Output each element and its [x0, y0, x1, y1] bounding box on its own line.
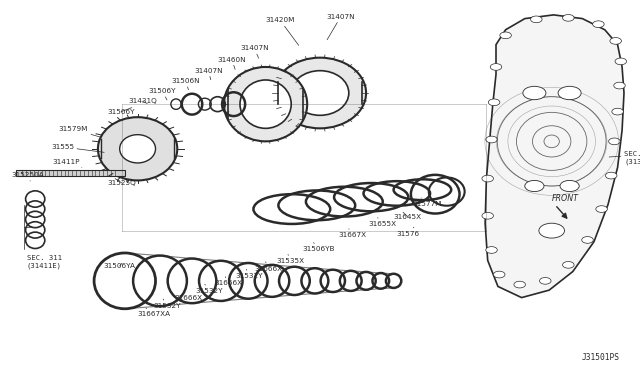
Text: 31407N: 31407N: [240, 45, 269, 58]
Text: 31407N: 31407N: [326, 14, 355, 40]
Text: 31579M: 31579M: [59, 126, 101, 137]
Circle shape: [612, 108, 623, 115]
Ellipse shape: [240, 80, 291, 128]
Text: 31506Y: 31506Y: [108, 108, 135, 115]
Text: 31506YB: 31506YB: [302, 243, 335, 252]
Text: 31576: 31576: [397, 227, 420, 237]
Text: 31532Y: 31532Y: [154, 299, 181, 309]
Circle shape: [482, 175, 493, 182]
Text: 31667X: 31667X: [338, 229, 366, 238]
Circle shape: [540, 278, 551, 284]
Ellipse shape: [291, 71, 349, 115]
Text: 31645X: 31645X: [394, 212, 422, 219]
Circle shape: [500, 32, 511, 39]
Text: 31532Y: 31532Y: [236, 269, 263, 279]
Circle shape: [514, 281, 525, 288]
Text: J31501PS: J31501PS: [582, 353, 620, 362]
Circle shape: [525, 180, 544, 192]
Ellipse shape: [98, 117, 177, 180]
Circle shape: [490, 64, 502, 70]
Text: 31506N: 31506N: [172, 78, 200, 90]
Circle shape: [486, 136, 497, 143]
Text: SEC. 311
(31411E): SEC. 311 (31411E): [27, 255, 62, 269]
Text: 31506Y: 31506Y: [148, 88, 176, 100]
Text: 31535X: 31535X: [276, 254, 305, 264]
Text: 31411P: 31411P: [52, 159, 82, 168]
Text: 31532Y: 31532Y: [195, 284, 223, 294]
Circle shape: [493, 271, 505, 278]
Text: 315250A: 315250A: [12, 172, 44, 181]
Circle shape: [582, 237, 593, 243]
Ellipse shape: [224, 67, 307, 141]
Circle shape: [605, 172, 617, 179]
Text: 31460N: 31460N: [218, 57, 246, 69]
Circle shape: [560, 180, 579, 192]
Text: SEC. 311
(31310): SEC. 311 (31310): [624, 151, 640, 165]
Circle shape: [563, 15, 574, 21]
Circle shape: [539, 223, 564, 238]
Text: 31666X: 31666X: [255, 262, 283, 272]
FancyBboxPatch shape: [16, 170, 125, 176]
Circle shape: [593, 21, 604, 28]
Circle shape: [614, 82, 625, 89]
Text: 31655X: 31655X: [368, 218, 396, 227]
Circle shape: [488, 99, 500, 106]
Circle shape: [596, 206, 607, 212]
Text: 31666X: 31666X: [174, 292, 202, 301]
Text: 31577M: 31577M: [413, 198, 442, 207]
Circle shape: [563, 262, 574, 268]
Circle shape: [486, 247, 497, 253]
Circle shape: [523, 86, 546, 100]
Text: 31420M: 31420M: [266, 17, 299, 45]
Text: 31506YA: 31506YA: [104, 263, 136, 269]
Text: 31431Q: 31431Q: [128, 98, 157, 104]
Circle shape: [531, 16, 542, 23]
Circle shape: [609, 138, 620, 145]
Ellipse shape: [120, 135, 156, 163]
Text: 31555: 31555: [51, 144, 104, 153]
Circle shape: [610, 38, 621, 44]
Text: FRONT: FRONT: [552, 194, 579, 203]
Circle shape: [558, 86, 581, 100]
Circle shape: [615, 58, 627, 65]
Circle shape: [482, 212, 493, 219]
Text: 31667XA: 31667XA: [138, 308, 171, 317]
Text: 31407N: 31407N: [194, 68, 223, 80]
Text: 31525Q: 31525Q: [108, 179, 136, 186]
Text: 31666X: 31666X: [214, 277, 243, 286]
Ellipse shape: [274, 58, 366, 128]
Polygon shape: [485, 15, 624, 298]
